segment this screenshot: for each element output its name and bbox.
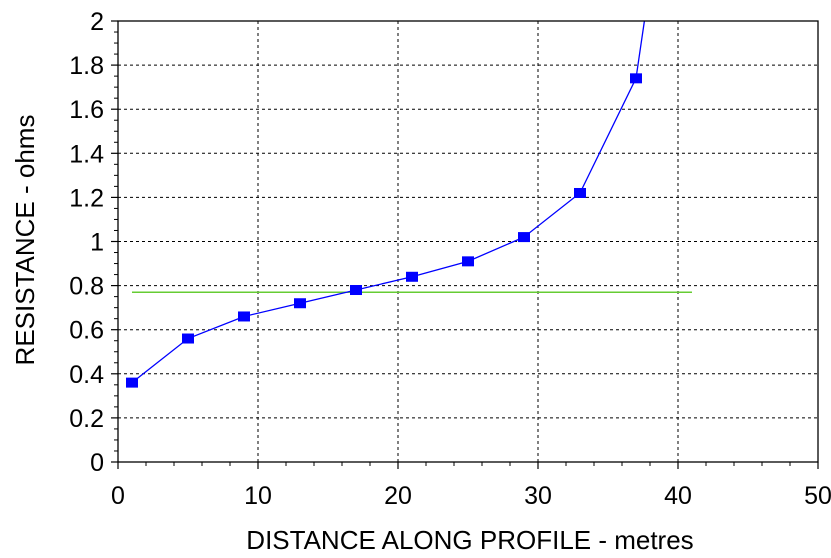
data-point-marker	[406, 271, 418, 282]
data-point-marker	[294, 298, 306, 309]
y-tick-label: 1.2	[69, 184, 104, 212]
y-tick-label: 0.4	[69, 361, 104, 389]
x-tick-label: 30	[524, 482, 552, 510]
axes	[111, 20, 819, 469]
y-tick-label: 0	[90, 449, 104, 477]
x-axis-title: DISTANCE ALONG PROFILE - metres	[246, 525, 693, 555]
x-tick-label: 40	[664, 482, 692, 510]
y-tick-label: 1.8	[69, 52, 104, 80]
y-tick-label: 0.2	[69, 405, 104, 433]
data-point-marker	[462, 256, 474, 267]
data-point-marker	[350, 285, 362, 296]
series-line	[131, 20, 646, 384]
data-point-marker	[630, 73, 642, 84]
y-tick-label: 1.4	[69, 140, 104, 168]
grid	[118, 21, 818, 462]
data-point-marker	[518, 232, 530, 243]
y-tick-label: 1.6	[69, 96, 104, 124]
data-point-marker	[574, 187, 586, 198]
data-point-marker	[182, 333, 194, 344]
x-tick-label: 10	[244, 482, 272, 510]
tick-labels: 0 10 20 30 40 50 0 0.2 0.4 0.6 0.8 1 1.2 1.4 1.6 1.8 2	[69, 8, 831, 510]
data-point-marker	[126, 377, 138, 388]
plot-frame	[117, 20, 819, 463]
y-axis-title: RESISTANCE - ohms	[10, 115, 40, 366]
series-layer	[131, 20, 646, 384]
y-tick-label: 0.8	[69, 273, 104, 301]
y-tick-label: 0.6	[69, 317, 104, 345]
y-tick-label: 1	[90, 229, 104, 257]
y-tick-label: 2	[90, 8, 104, 36]
data-point-marker	[238, 311, 250, 322]
x-tick-label: 0	[111, 482, 125, 510]
x-tick-label: 50	[804, 482, 831, 510]
x-tick-label: 20	[384, 482, 412, 510]
marker-layer	[126, 73, 642, 388]
